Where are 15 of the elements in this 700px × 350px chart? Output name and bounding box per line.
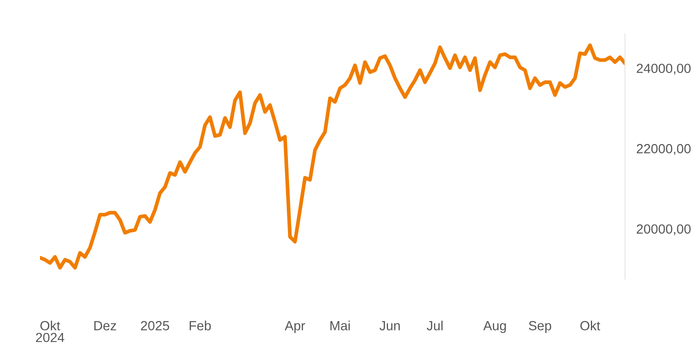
x-tick-label: Apr [284,321,306,333]
y-tick-label: 22000,00 [636,144,691,155]
x-tick-label: 2025 [140,321,170,330]
x-tick-label: Feb [190,320,211,330]
x-tick-label: Jul [426,320,443,330]
y-tick-label: 24000,00 [636,64,691,75]
x-tick-label: Jun [380,321,400,330]
line-series [40,43,625,270]
x-tick-label: Dez [94,321,116,330]
x-tick-label: Okt [580,320,600,330]
y-tick-label: 20000,00 [636,224,691,236]
x-tick-label: Sep [528,321,552,333]
x-tick-label: Aug [483,321,506,333]
x-tick-label: Mai [330,320,350,330]
x-tick-label: Okt 2024 [36,320,64,342]
